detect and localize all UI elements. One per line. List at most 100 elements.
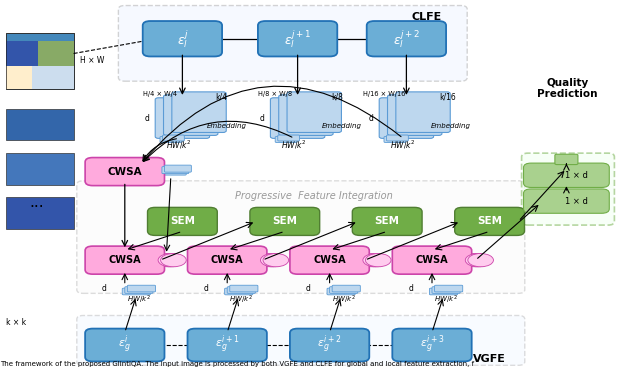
Text: CLFE: CLFE [412,11,442,22]
FancyBboxPatch shape [164,165,191,172]
FancyBboxPatch shape [367,21,446,56]
FancyBboxPatch shape [164,95,218,135]
Text: $\varepsilon_l^{j+1}$: $\varepsilon_l^{j+1}$ [284,28,311,49]
FancyBboxPatch shape [435,285,463,292]
Text: d: d [259,114,264,123]
Text: k/16: k/16 [440,92,456,101]
Text: H × W: H × W [80,56,104,65]
Text: k/4: k/4 [216,92,228,101]
Text: 1 × d: 1 × d [564,197,588,206]
FancyBboxPatch shape [392,328,472,362]
Text: Embedding: Embedding [431,123,471,129]
Ellipse shape [465,254,491,267]
FancyBboxPatch shape [6,153,74,184]
FancyBboxPatch shape [384,137,406,142]
FancyBboxPatch shape [455,207,525,235]
FancyBboxPatch shape [392,246,472,274]
Text: d: d [408,284,413,293]
Text: $HW/k^2$: $HW/k^2$ [332,294,356,306]
FancyBboxPatch shape [147,207,217,235]
Text: The framework of the proposed GlintIQA. The input image is processed by both VGF: The framework of the proposed GlintIQA. … [0,361,474,367]
FancyBboxPatch shape [85,246,164,274]
Ellipse shape [365,254,391,267]
Bar [32,66,74,89]
Text: d: d [144,114,149,123]
Text: CWSA: CWSA [416,255,448,265]
Ellipse shape [360,254,386,267]
Text: H/16 × W/16: H/16 × W/16 [363,91,405,97]
Ellipse shape [156,254,181,267]
Text: $\varepsilon_l^j$: $\varepsilon_l^j$ [177,28,188,49]
FancyBboxPatch shape [290,328,369,362]
Text: CWSA: CWSA [109,255,141,265]
FancyBboxPatch shape [172,92,226,132]
FancyBboxPatch shape [160,137,182,142]
Text: Embedding: Embedding [207,123,246,129]
FancyBboxPatch shape [330,287,358,293]
Text: 1 × d: 1 × d [564,171,588,180]
Text: CWSA: CWSA [108,166,142,177]
FancyBboxPatch shape [6,197,74,229]
FancyBboxPatch shape [352,207,422,235]
Text: $\varepsilon_g^i$: $\varepsilon_g^i$ [118,334,131,356]
FancyBboxPatch shape [77,315,525,365]
FancyBboxPatch shape [387,135,408,141]
FancyBboxPatch shape [118,6,467,81]
FancyBboxPatch shape [380,98,434,138]
Text: CWSA: CWSA [211,255,243,265]
Ellipse shape [468,254,493,267]
Text: $HW/k^2$: $HW/k^2$ [282,138,307,151]
Bar [6,66,32,89]
Text: d: d [101,284,106,293]
FancyBboxPatch shape [143,21,222,56]
FancyBboxPatch shape [230,285,258,292]
FancyBboxPatch shape [6,109,74,140]
Ellipse shape [363,254,388,267]
Ellipse shape [260,254,286,267]
Text: k × k: k × k [6,318,26,327]
Text: SEM: SEM [477,216,502,227]
FancyBboxPatch shape [163,135,184,141]
Text: CWSA: CWSA [314,255,346,265]
Text: SEM: SEM [272,216,298,227]
Ellipse shape [463,254,488,267]
Text: $HW/k^2$: $HW/k^2$ [434,294,458,306]
FancyBboxPatch shape [162,166,189,173]
FancyBboxPatch shape [275,137,297,142]
FancyBboxPatch shape [524,163,609,187]
Ellipse shape [263,254,289,267]
FancyBboxPatch shape [188,328,267,362]
FancyBboxPatch shape [271,98,325,138]
Ellipse shape [158,254,184,267]
Text: Embedding: Embedding [322,123,362,129]
Text: SEM: SEM [374,216,400,227]
FancyBboxPatch shape [522,153,614,225]
FancyBboxPatch shape [159,168,186,175]
Text: $\varepsilon_g^{i+3}$: $\varepsilon_g^{i+3}$ [420,334,444,356]
FancyBboxPatch shape [524,189,609,213]
Text: $\varepsilon_l^{j+2}$: $\varepsilon_l^{j+2}$ [393,28,420,49]
Text: ...: ... [29,196,44,210]
FancyBboxPatch shape [77,181,525,293]
Text: k/8: k/8 [331,92,343,101]
FancyBboxPatch shape [258,21,337,56]
Text: $HW/k^2$: $HW/k^2$ [229,294,253,306]
FancyBboxPatch shape [332,285,360,292]
FancyBboxPatch shape [555,154,578,165]
FancyBboxPatch shape [279,95,333,135]
FancyBboxPatch shape [188,246,267,274]
FancyBboxPatch shape [85,328,164,362]
Text: Progressive  Feature Integration: Progressive Feature Integration [235,190,392,201]
FancyBboxPatch shape [388,95,442,135]
Text: $HW/k^2$: $HW/k^2$ [127,294,151,306]
Bar [38,41,74,66]
FancyBboxPatch shape [6,34,74,89]
FancyBboxPatch shape [287,92,342,132]
FancyBboxPatch shape [429,288,458,295]
Text: d: d [306,284,311,293]
FancyBboxPatch shape [396,92,451,132]
Text: VGFE: VGFE [473,354,506,364]
Text: H/8 × W/8: H/8 × W/8 [258,91,292,97]
FancyBboxPatch shape [85,158,164,186]
Ellipse shape [258,254,284,267]
